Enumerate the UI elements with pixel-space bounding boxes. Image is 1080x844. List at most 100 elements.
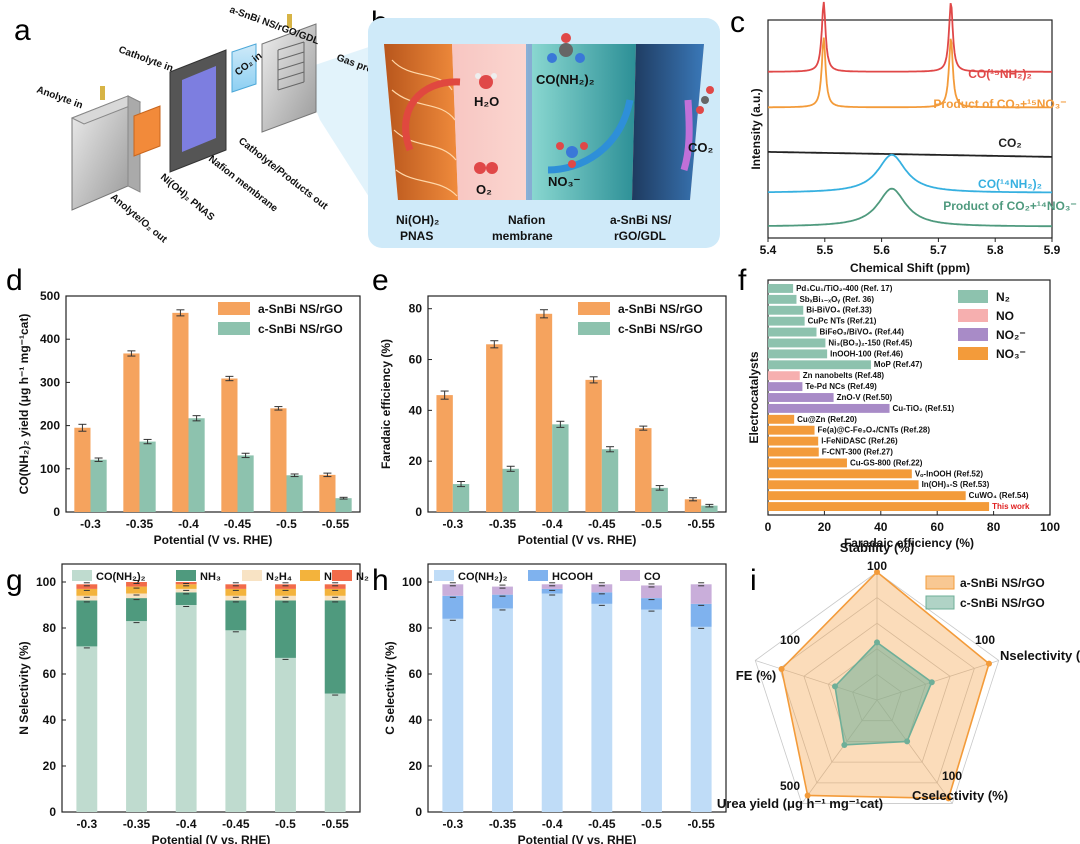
y-tick-label: 40 bbox=[43, 713, 57, 727]
stack-segment bbox=[442, 595, 464, 619]
legend-label: N₂ bbox=[356, 571, 369, 583]
legend-swatch bbox=[332, 570, 352, 581]
membrane-layer bbox=[526, 44, 532, 200]
bar-label: Pd₁Cu₁/TiO₂-400 (Ref. 17) bbox=[796, 284, 893, 293]
anode-terminal bbox=[100, 86, 105, 100]
x-axis-title: Chemical Shift (ppm) bbox=[850, 261, 970, 275]
y-tick-label: 0 bbox=[415, 805, 422, 819]
legend-label: a-SnBi NS/rGO bbox=[258, 302, 343, 316]
radar-axis-label: Stability (%) bbox=[840, 540, 914, 555]
x-axis-title: Potential (V vs. RHE) bbox=[152, 833, 271, 844]
bar bbox=[768, 316, 805, 326]
legend-label: N₂ bbox=[996, 290, 1010, 304]
bar bbox=[768, 327, 817, 337]
radar-axis-label: Urea yield (μg h⁻¹ mg⁻¹cat) bbox=[717, 796, 883, 811]
y-tick-label: 20 bbox=[409, 454, 423, 468]
legend-swatch bbox=[528, 570, 548, 581]
stack-segment bbox=[275, 600, 296, 658]
x-tick-label: -0.55 bbox=[322, 517, 350, 531]
bar bbox=[768, 338, 826, 348]
y-tick-label: 0 bbox=[49, 805, 56, 819]
y-tick-label: 500 bbox=[40, 289, 60, 303]
stack-segment bbox=[442, 584, 464, 596]
label-anolyte-in: Anolyte in bbox=[35, 84, 84, 111]
bar bbox=[74, 427, 91, 512]
x-tick-label: 0 bbox=[765, 520, 772, 534]
legend-swatch bbox=[958, 328, 988, 341]
anolyte-chamber bbox=[452, 44, 528, 200]
stack-segment bbox=[225, 595, 247, 601]
stack-segment bbox=[690, 626, 712, 812]
stack-segment bbox=[76, 588, 98, 596]
radar-point bbox=[985, 660, 992, 667]
x-tick-label: -0.55 bbox=[321, 817, 349, 831]
bar-label: CuWO₄ (Ref.54) bbox=[969, 491, 1029, 500]
x-tick-label: -0.4 bbox=[176, 817, 197, 831]
x-tick-label: -0.4 bbox=[178, 517, 199, 531]
legend-label: NO bbox=[996, 309, 1014, 323]
x-tick-label: -0.35 bbox=[123, 817, 151, 831]
label-urea: CO(NH₂)₂ bbox=[536, 72, 595, 87]
label-no3: NO₃⁻ bbox=[548, 174, 581, 189]
bar bbox=[768, 469, 912, 479]
legend-swatch bbox=[434, 570, 454, 581]
legend-swatch bbox=[218, 322, 250, 335]
legend-swatch bbox=[925, 575, 955, 590]
panel-label-i: i bbox=[750, 564, 757, 597]
stack-segment bbox=[126, 593, 147, 599]
bar bbox=[319, 474, 336, 512]
legend-swatch bbox=[578, 302, 610, 315]
plot-frame bbox=[65, 295, 361, 513]
legend-label: a-SnBi NS/rGO bbox=[618, 302, 703, 316]
bar bbox=[436, 395, 453, 512]
x-tick-label: -0.45 bbox=[224, 517, 252, 531]
bar bbox=[452, 484, 470, 512]
bar bbox=[701, 505, 718, 512]
stack-segment bbox=[641, 598, 662, 610]
spectrum-line bbox=[768, 151, 1052, 158]
bar-label: Vₒ-InOOH (Ref.52) bbox=[915, 469, 984, 478]
label-pnas-b: PNAS bbox=[400, 229, 433, 243]
panel-b-illustration: H₂O O₂ CO(NH₂)₂ NO₃⁻ CO₂ Ni(OH)₂ PNAS Na… bbox=[368, 18, 720, 248]
x-axis-title: Potential (V vs. RHE) bbox=[518, 833, 637, 844]
bar-label: CuPc NTs (Ref.21) bbox=[808, 317, 877, 326]
spectrum-label: CO(¹⁴NH₂)₂ bbox=[978, 177, 1042, 191]
stack-segment bbox=[275, 657, 296, 812]
plot-frame bbox=[427, 563, 727, 813]
bar bbox=[172, 312, 189, 512]
stack-segment bbox=[324, 584, 346, 589]
legend-swatch bbox=[242, 570, 262, 581]
x-tick-label: -0.5 bbox=[275, 817, 296, 831]
y-tick-label: 80 bbox=[43, 621, 57, 635]
y-tick-label: 60 bbox=[409, 353, 423, 367]
stack-segment bbox=[324, 693, 346, 812]
label-nafion-b: Nafion bbox=[508, 213, 545, 227]
panel-label-c: c bbox=[730, 6, 745, 39]
stack-segment bbox=[275, 588, 296, 596]
legend-swatch bbox=[218, 302, 250, 315]
legend-swatch bbox=[578, 322, 610, 335]
bar bbox=[221, 378, 238, 512]
bar bbox=[651, 487, 668, 512]
x-tick-label: 5.6 bbox=[873, 243, 890, 257]
bar bbox=[768, 305, 804, 315]
bar bbox=[768, 414, 795, 424]
chart-f-hbars: 0 20 40 60 80 100 Faradaic efficiency (%) Elect… bbox=[747, 279, 1060, 550]
bar bbox=[535, 313, 553, 512]
bar-label: l-FeNiDASC (Ref.26) bbox=[821, 437, 898, 446]
label-catholyte-in: Catholyte in bbox=[117, 44, 175, 74]
anode-arrow bbox=[402, 78, 461, 152]
stack-segment bbox=[126, 582, 147, 587]
radar-point bbox=[928, 679, 935, 686]
radar-series bbox=[834, 641, 933, 746]
stack-segment bbox=[126, 598, 147, 622]
charts-layer: 5.4 5.5 5.6 5.7 5.8 5.9 Chemical Shift (ppm) In… bbox=[17, 1, 1080, 844]
radar-point bbox=[945, 795, 952, 802]
legend-swatch bbox=[176, 570, 196, 581]
radar-max-label: 100 bbox=[867, 559, 887, 573]
plot-frame bbox=[767, 19, 1053, 239]
spectrum-line bbox=[768, 37, 1052, 109]
legend-swatch bbox=[300, 570, 320, 581]
x-tick-label: -0.35 bbox=[126, 517, 154, 531]
panel-label-a: a bbox=[14, 14, 31, 47]
